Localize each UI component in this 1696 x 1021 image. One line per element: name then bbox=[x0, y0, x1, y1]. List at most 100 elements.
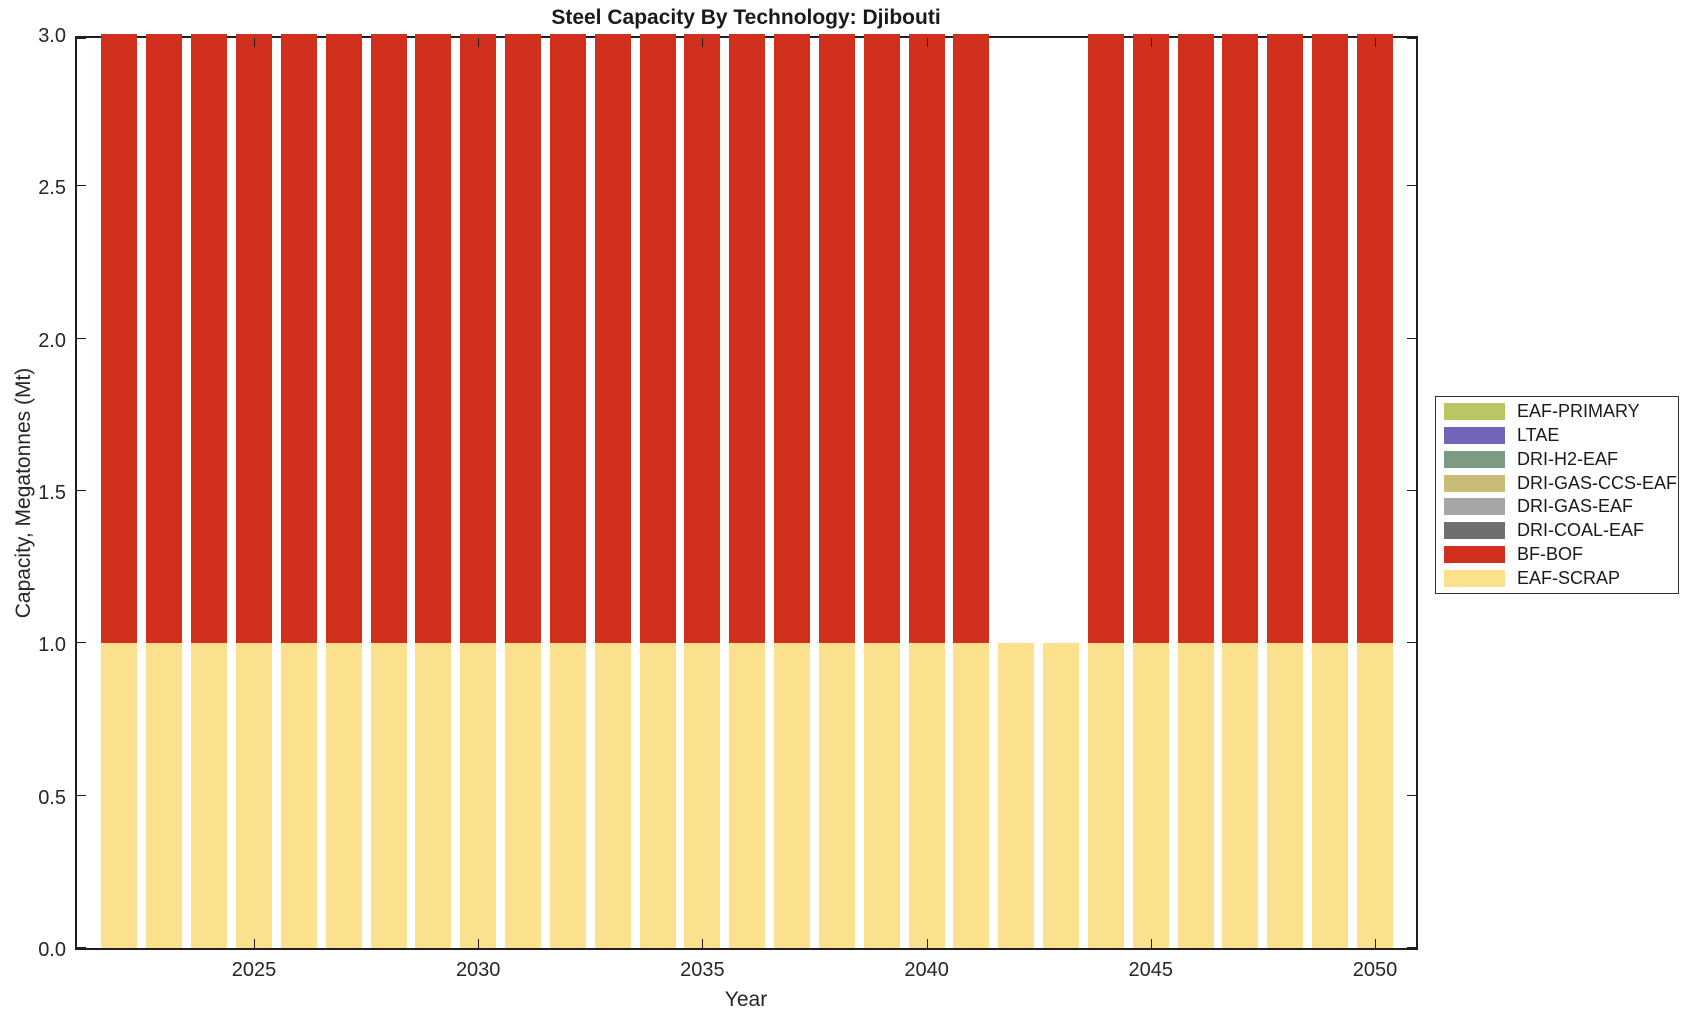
bar-segment-eaf-scrap-2029 bbox=[415, 643, 452, 948]
x-tick-bottom-2035 bbox=[702, 939, 704, 948]
x-tick-label-2045: 2045 bbox=[1128, 959, 1174, 981]
y-tick-right-2.5 bbox=[1407, 185, 1416, 187]
bar-segment-bf-bof-2030 bbox=[460, 34, 497, 644]
bar-segment-bf-bof-2028 bbox=[370, 34, 407, 644]
bar-segment-eaf-scrap-2031 bbox=[505, 643, 542, 948]
y-tick-right-1.0 bbox=[1407, 642, 1416, 644]
bar-segment-bf-bof-2037 bbox=[774, 34, 811, 644]
y-tick-left-1.5 bbox=[77, 490, 86, 491]
bar-segment-bf-bof-2036 bbox=[729, 34, 766, 644]
bar-segment-bf-bof-2048 bbox=[1267, 34, 1304, 644]
bar-segment-bf-bof-2045 bbox=[1132, 34, 1169, 644]
x-tick-top-2050 bbox=[1375, 38, 1376, 47]
x-tick-bottom-2050 bbox=[1375, 939, 1376, 948]
bar-segment-eaf-scrap-2049 bbox=[1312, 643, 1349, 948]
bar-segment-bf-bof-2027 bbox=[325, 34, 362, 644]
y-tick-right-2.0 bbox=[1407, 337, 1416, 339]
x-tick-top-2025 bbox=[254, 38, 255, 47]
y-tick-right-0.5 bbox=[1407, 794, 1416, 796]
y-tick-label-1.5: 1.5 bbox=[38, 482, 66, 504]
bar-segment-bf-bof-2038 bbox=[818, 34, 855, 644]
bar-segment-bf-bof-2031 bbox=[505, 34, 542, 644]
bar-segment-bf-bof-2035 bbox=[684, 34, 721, 644]
x-tick-bottom-2040 bbox=[926, 939, 928, 948]
bar-segment-bf-bof-2024 bbox=[191, 34, 228, 644]
bar-segment-eaf-scrap-2034 bbox=[639, 643, 676, 948]
y-tick-label-0.5: 0.5 bbox=[38, 786, 66, 809]
x-tick-label-2030: 2030 bbox=[455, 959, 501, 981]
legend: EAF-PRIMARY LTAE DRI-H2-EAF DRI-GAS-CCS-EAF… bbox=[1435, 396, 1679, 594]
x-tick-bottom-2025 bbox=[254, 939, 255, 948]
legend-swatch-dri-h2-eaf bbox=[1444, 450, 1505, 468]
legend-label-eaf-primary: EAF-PRIMARY bbox=[1517, 401, 1640, 422]
bar-segment-eaf-scrap-2038 bbox=[818, 643, 855, 948]
bar-segment-eaf-scrap-2033 bbox=[594, 643, 631, 948]
y-tick-right-0.0 bbox=[1407, 947, 1416, 948]
x-tick-label-2025: 2025 bbox=[231, 959, 277, 981]
bar-segment-eaf-scrap-2044 bbox=[1087, 643, 1124, 948]
bar-segment-eaf-scrap-2022 bbox=[101, 643, 138, 948]
bar-segment-bf-bof-2040 bbox=[908, 34, 945, 644]
bar-segment-eaf-scrap-2043 bbox=[1043, 643, 1080, 948]
bar-segment-bf-bof-2033 bbox=[594, 34, 631, 644]
legend-row-eaf-primary: EAF-PRIMARY bbox=[1436, 400, 1678, 424]
y-tick-right-1.5 bbox=[1407, 490, 1416, 491]
legend-label-ltae: LTAE bbox=[1517, 425, 1560, 446]
bar-segment-eaf-scrap-2040 bbox=[908, 643, 945, 948]
x-tick-top-2035 bbox=[702, 38, 704, 47]
bar-segment-eaf-scrap-2045 bbox=[1132, 643, 1169, 948]
bar-segment-eaf-scrap-2039 bbox=[863, 643, 900, 948]
bar-segment-bf-bof-2025 bbox=[236, 34, 272, 644]
bar-segment-bf-bof-2046 bbox=[1177, 34, 1214, 644]
bar-segment-eaf-scrap-2037 bbox=[774, 643, 811, 948]
bar-segment-bf-bof-2047 bbox=[1222, 34, 1259, 644]
bar-segment-eaf-scrap-2032 bbox=[549, 643, 586, 948]
legend-label-dri-coal-eaf: DRI-COAL-EAF bbox=[1517, 520, 1645, 541]
x-tick-top-2040 bbox=[926, 38, 928, 47]
bar-segment-eaf-scrap-2023 bbox=[146, 643, 183, 948]
legend-swatch-dri-gas-eaf bbox=[1444, 498, 1505, 516]
bar-segment-eaf-scrap-2042 bbox=[998, 643, 1035, 948]
legend-label-dri-gas-eaf: DRI-GAS-EAF bbox=[1517, 496, 1634, 517]
y-tick-left-2.5 bbox=[77, 185, 86, 187]
bar-segment-eaf-scrap-2028 bbox=[370, 643, 407, 948]
bar-segment-bf-bof-2050 bbox=[1357, 34, 1393, 644]
bar-segment-eaf-scrap-2027 bbox=[325, 643, 362, 948]
x-tick-bottom-2045 bbox=[1150, 939, 1152, 948]
legend-swatch-bf-bof bbox=[1444, 545, 1505, 563]
legend-swatch-dri-coal-eaf bbox=[1444, 522, 1505, 540]
legend-row-ltae: LTAE bbox=[1436, 424, 1678, 448]
legend-row-dri-gas-eaf: DRI-GAS-EAF bbox=[1436, 495, 1678, 519]
bar-segment-eaf-scrap-2024 bbox=[191, 643, 228, 948]
bar-segment-bf-bof-2039 bbox=[863, 34, 900, 644]
legend-swatch-ltae bbox=[1444, 427, 1505, 445]
legend-label-eaf-scrap: EAF-SCRAP bbox=[1517, 567, 1621, 588]
y-tick-label-2.0: 2.0 bbox=[38, 329, 66, 352]
bar-segment-eaf-scrap-2036 bbox=[729, 643, 766, 948]
y-tick-label-2.5: 2.5 bbox=[38, 177, 66, 200]
bar-segment-eaf-scrap-2026 bbox=[280, 643, 317, 948]
x-tick-label-2050: 2050 bbox=[1352, 959, 1398, 981]
bar-segment-bf-bof-2032 bbox=[549, 34, 586, 644]
bar-segment-bf-bof-2022 bbox=[101, 34, 138, 644]
legend-row-bf-bof: BF-BOF bbox=[1436, 543, 1678, 567]
bar-segment-eaf-scrap-2041 bbox=[953, 643, 990, 948]
y-tick-label-1.0: 1.0 bbox=[38, 634, 66, 657]
bar-segment-eaf-scrap-2030 bbox=[460, 643, 497, 948]
legend-label-dri-gas-ccs-eaf: DRI-GAS-CCS-EAF bbox=[1517, 472, 1678, 493]
plot-area bbox=[75, 34, 1418, 950]
bar-segment-bf-bof-2026 bbox=[280, 34, 317, 644]
bar-segment-bf-bof-2044 bbox=[1087, 34, 1124, 644]
legend-label-bf-bof: BF-BOF bbox=[1517, 543, 1583, 564]
x-tick-label-2035: 2035 bbox=[680, 959, 725, 981]
bar-segment-bf-bof-2049 bbox=[1312, 34, 1349, 644]
legend-label-dri-h2-eaf: DRI-H2-EAF bbox=[1517, 448, 1619, 469]
legend-row-dri-gas-ccs-eaf: DRI-GAS-CCS-EAF bbox=[1436, 471, 1678, 495]
y-tick-left-3.0 bbox=[77, 38, 86, 39]
bar-segment-eaf-scrap-2025 bbox=[236, 643, 272, 948]
y-tick-label-0.0: 0.0 bbox=[38, 939, 66, 961]
x-tick-label-2040: 2040 bbox=[904, 959, 949, 981]
x-axis-label: Year bbox=[724, 988, 768, 1011]
x-tick-top-2030 bbox=[478, 38, 480, 47]
